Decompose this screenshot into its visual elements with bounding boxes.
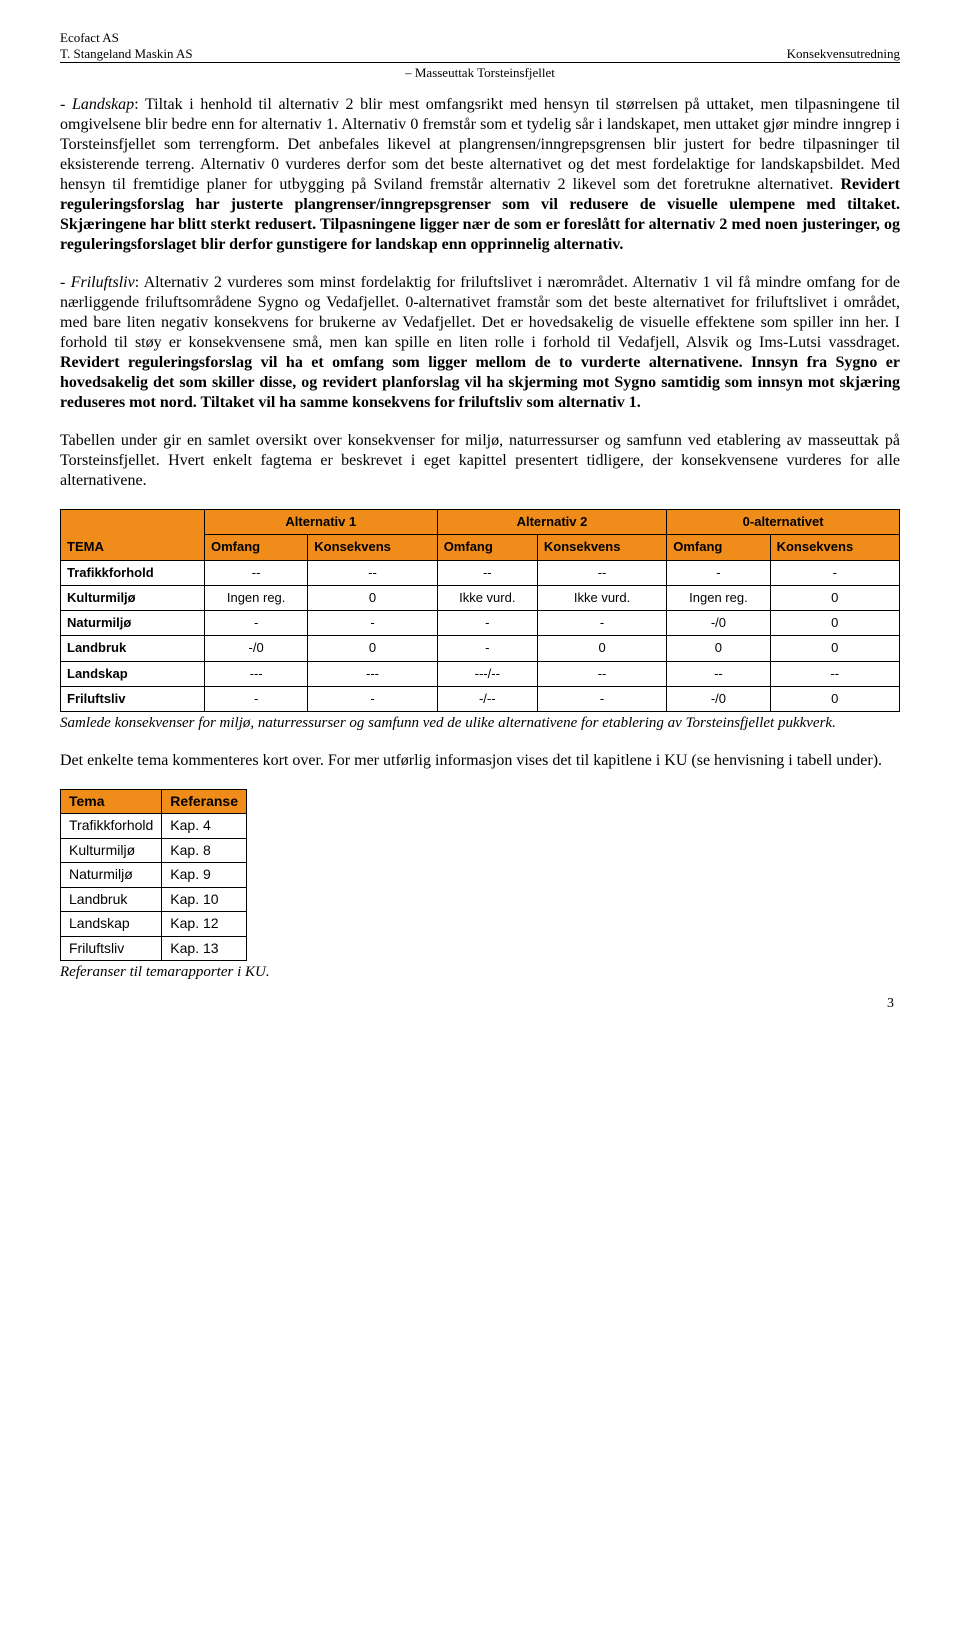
table-row: KulturmiljøKap. 8 <box>61 838 247 863</box>
table-cell: 0 <box>770 686 899 711</box>
table-cell: 0 <box>537 636 666 661</box>
table-row: LandskapKap. 12 <box>61 912 247 937</box>
table-cell: Kulturmiljø <box>61 585 205 610</box>
col-tema: TEMA <box>61 510 205 561</box>
col-sub: Konsekvens <box>308 535 437 560</box>
table-cell: Kap. 13 <box>162 936 247 961</box>
table-cell: - <box>308 611 437 636</box>
table-cell: Kap. 4 <box>162 814 247 839</box>
para-text: : Alternativ 2 vurderes som minst fordel… <box>60 274 900 351</box>
table-cell: Naturmiljø <box>61 611 205 636</box>
table-cell: Trafikkforhold <box>61 814 162 839</box>
table-cell: -/-- <box>437 686 537 711</box>
col-header: Referanse <box>162 789 247 814</box>
table-row: FriluftslivKap. 13 <box>61 936 247 961</box>
table-cell: - <box>308 686 437 711</box>
table-cell: - <box>437 611 537 636</box>
para-lead: - Friluftsliv <box>60 274 135 291</box>
table-cell: Kap. 8 <box>162 838 247 863</box>
para-text: : Tiltak i henhold til alternativ 2 blir… <box>60 96 900 193</box>
col-sub: Omfang <box>204 535 307 560</box>
header-company-1: Ecofact AS <box>60 30 900 46</box>
paragraph-table-intro: Tabellen under gir en samlet oversikt ov… <box>60 431 900 491</box>
table-cell: -/0 <box>667 686 770 711</box>
col-header: Tema <box>61 789 162 814</box>
table-row: Landskap---------/-------- <box>61 661 900 686</box>
table-cell: Landskap <box>61 912 162 937</box>
doc-header: Ecofact AS T. Stangeland Maskin AS Konse… <box>60 30 900 63</box>
para-bold: Revidert reguleringsforslag vil ha et om… <box>60 354 900 411</box>
table-cell: Ikke vurd. <box>537 585 666 610</box>
table-cell: - <box>537 686 666 711</box>
paragraph-landskap: - Landskap: Tiltak i henhold til alterna… <box>60 95 900 255</box>
table-cell: Landbruk <box>61 636 205 661</box>
table-cell: --- <box>308 661 437 686</box>
table-cell: 0 <box>770 636 899 661</box>
table-row: KulturmiljøIngen reg.0Ikke vurd.Ikke vur… <box>61 585 900 610</box>
table1-caption: Samlede konsekvenser for miljø, naturres… <box>60 714 900 733</box>
table-row: Naturmiljø-----/00 <box>61 611 900 636</box>
table-cell: Naturmiljø <box>61 863 162 888</box>
table-row: Friluftsliv---/----/00 <box>61 686 900 711</box>
table-cell: -- <box>204 560 307 585</box>
table-cell: Friluftsliv <box>61 686 205 711</box>
table-cell: -- <box>770 661 899 686</box>
consequence-table: TEMAAlternativ 1Alternativ 20-alternativ… <box>60 509 900 712</box>
table-cell: - <box>770 560 899 585</box>
paragraph-after-table: Det enkelte tema kommenteres kort over. … <box>60 751 900 771</box>
table-cell: 0 <box>667 636 770 661</box>
table-cell: -- <box>537 560 666 585</box>
col-group: 0-alternativet <box>667 510 900 535</box>
table-cell: - <box>537 611 666 636</box>
table-cell: - <box>667 560 770 585</box>
table-cell: Ikke vurd. <box>437 585 537 610</box>
header-right: Konsekvensutredning <box>787 46 900 62</box>
table-row: Trafikkforhold---------- <box>61 560 900 585</box>
table-row: TrafikkforholdKap. 4 <box>61 814 247 839</box>
table-cell: - <box>204 611 307 636</box>
table-cell: 0 <box>770 611 899 636</box>
table-cell: -/0 <box>667 611 770 636</box>
page-number: 3 <box>887 996 894 1012</box>
para-lead: - Landskap <box>60 96 134 113</box>
header-center: – Masseuttak Torsteinsfjellet <box>60 65 900 81</box>
table-row: LandbrukKap. 10 <box>61 887 247 912</box>
table-cell: --- <box>204 661 307 686</box>
table-cell: Friluftsliv <box>61 936 162 961</box>
table-cell: -- <box>667 661 770 686</box>
table-cell: 0 <box>770 585 899 610</box>
table-cell: - <box>437 636 537 661</box>
paragraph-friluftsliv: - Friluftsliv: Alternativ 2 vurderes som… <box>60 273 900 413</box>
table-cell: Ingen reg. <box>667 585 770 610</box>
table-cell: -- <box>537 661 666 686</box>
table-cell: Landbruk <box>61 887 162 912</box>
col-sub: Konsekvens <box>537 535 666 560</box>
table-cell: Kap. 10 <box>162 887 247 912</box>
col-group: Alternativ 1 <box>204 510 437 535</box>
table2-caption: Referanser til temarapporter i KU. <box>60 963 900 982</box>
col-group: Alternativ 2 <box>437 510 667 535</box>
table-cell: 0 <box>308 585 437 610</box>
col-sub: Omfang <box>667 535 770 560</box>
table-cell: Kulturmiljø <box>61 838 162 863</box>
table-cell: Trafikkforhold <box>61 560 205 585</box>
table-cell: Ingen reg. <box>204 585 307 610</box>
table-cell: Landskap <box>61 661 205 686</box>
table-cell: Kap. 9 <box>162 863 247 888</box>
table-cell: -- <box>308 560 437 585</box>
table-row: Landbruk-/00-000 <box>61 636 900 661</box>
table-cell: -/0 <box>204 636 307 661</box>
table-cell: ---/-- <box>437 661 537 686</box>
table-cell: Kap. 12 <box>162 912 247 937</box>
col-sub: Omfang <box>437 535 537 560</box>
table-cell: 0 <box>308 636 437 661</box>
col-sub: Konsekvens <box>770 535 899 560</box>
header-company-2: T. Stangeland Maskin AS <box>60 46 193 62</box>
reference-table: TemaReferanseTrafikkforholdKap. 4Kulturm… <box>60 789 247 962</box>
table-cell: - <box>204 686 307 711</box>
table-cell: -- <box>437 560 537 585</box>
table-row: NaturmiljøKap. 9 <box>61 863 247 888</box>
